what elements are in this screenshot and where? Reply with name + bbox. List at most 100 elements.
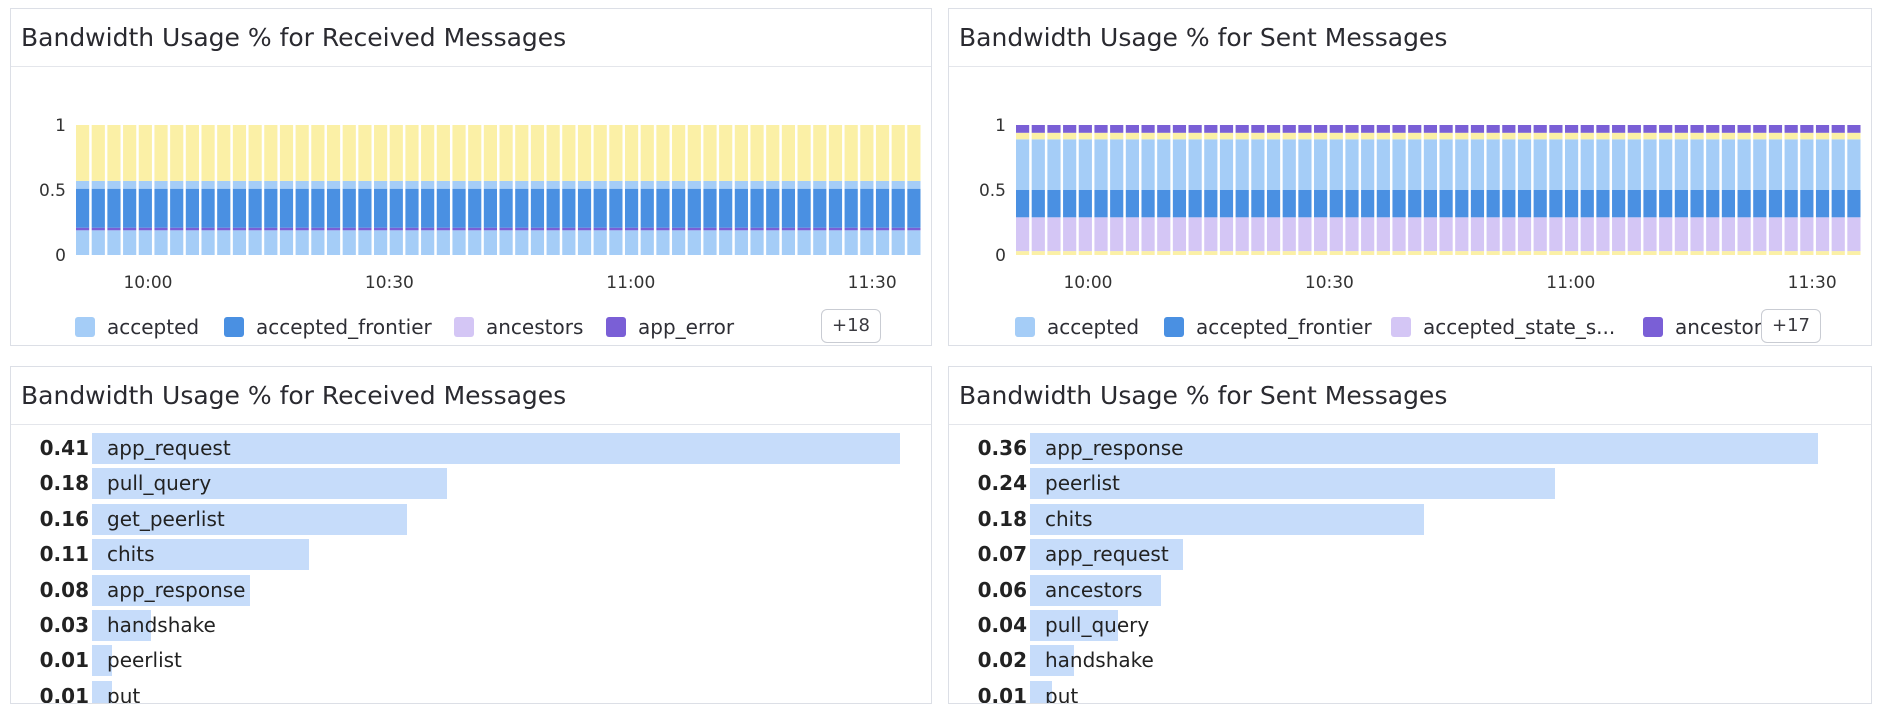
bar-segment (499, 227, 513, 231)
toplist-row[interactable]: 0.41 app_request (11, 431, 931, 466)
bar-segment (154, 180, 168, 189)
toplist-row[interactable]: 0.04 pull_query (949, 608, 1871, 643)
stacked-bar (1016, 125, 1030, 255)
bar-segment (1094, 251, 1108, 255)
stacked-bar (1345, 125, 1359, 255)
legend-item[interactable]: app_error (606, 307, 734, 345)
toplist-row[interactable]: 0.08 app_response (11, 573, 931, 608)
bar-segment (217, 180, 231, 189)
bar-segment (1157, 139, 1171, 190)
bar-segment (703, 188, 717, 228)
panel-sent-toplist: Bandwidth Usage % for Sent Messages 0.36… (948, 366, 1872, 704)
bar-segment (1345, 125, 1359, 133)
stacked-bar (577, 125, 592, 255)
bar-segment (687, 188, 701, 228)
bar-segment (1455, 132, 1469, 140)
toplist-bar (92, 680, 112, 703)
legend-more-button[interactable]: +17 (1761, 309, 1821, 343)
toplist-row[interactable]: 0.16 get_peerlist (11, 502, 931, 537)
bar-segment (1110, 190, 1124, 218)
bar-segment (907, 180, 921, 189)
stacked-bar (1502, 125, 1516, 255)
toplist-row[interactable]: 0.01 put (949, 679, 1871, 703)
stacked-bar (609, 125, 623, 255)
legend-more-button[interactable]: +18 (821, 309, 881, 343)
toplist-row[interactable]: 0.11 chits (11, 537, 931, 572)
bar-segment (185, 230, 199, 255)
bar-segment (1831, 125, 1845, 133)
bar-segment (295, 125, 309, 181)
bar-segment (546, 227, 560, 231)
bar-segment (1502, 217, 1516, 252)
bar-segment (593, 125, 607, 181)
toplist-row[interactable]: 0.01 peerlist (11, 643, 931, 678)
toplist-row[interactable]: 0.18 pull_query (11, 466, 931, 501)
bar-segment (1564, 251, 1579, 255)
bar-segment (1314, 190, 1328, 218)
legend-item[interactable]: accepted_state_s... (1391, 307, 1615, 345)
toplist-row[interactable]: 0.07 app_request (949, 537, 1871, 572)
bar-segment (1596, 190, 1610, 218)
bar-segment (170, 227, 184, 231)
bar-segment (201, 180, 215, 189)
toplist-row[interactable]: 0.36 app_response (949, 431, 1871, 466)
panel-title: Bandwidth Usage % for Received Messages (11, 9, 931, 67)
bar-segment (734, 227, 748, 231)
received-legend: accepted accepted_frontier ancestors app_er… (11, 307, 931, 345)
toplist-row[interactable]: 0.01 put (11, 679, 931, 704)
bar-segment (91, 188, 105, 228)
bar-segment (860, 188, 874, 228)
stacked-bar (1612, 125, 1626, 255)
bar-segment (452, 227, 466, 231)
legend-swatch (224, 317, 244, 337)
bar-segment (1204, 132, 1218, 140)
bar-segment (1094, 190, 1108, 218)
toplist-bar (1030, 574, 1162, 606)
legend-item[interactable]: accepted_frontier (1164, 307, 1372, 345)
bar-segment (1549, 132, 1563, 140)
bar-segment (311, 125, 325, 181)
toplist-row[interactable]: 0.02 handshake (949, 643, 1871, 678)
bar-segment (232, 125, 247, 181)
bar-segment (1204, 251, 1218, 255)
toplist-row[interactable]: 0.06 ancestors (949, 573, 1871, 608)
bar-segment (1266, 125, 1281, 133)
bar-segment (138, 188, 152, 228)
bar-segment (1815, 139, 1830, 190)
bar-segment (1235, 132, 1249, 140)
stacked-bar (515, 125, 529, 255)
bar-segment (1439, 139, 1453, 190)
bar-segment (264, 180, 278, 189)
bar-segment (264, 125, 278, 181)
toplist-label: peerlist (1045, 471, 1120, 496)
received-timeseries-chart: 0 0.5 1 10:00 10:30 11:00 11:30 (39, 116, 921, 293)
bar-segment (1110, 217, 1124, 252)
toplist-row[interactable]: 0.24 peerlist (949, 466, 1871, 501)
stacked-bar (860, 125, 874, 255)
bar-segment (1219, 125, 1234, 133)
toplist-row[interactable]: 0.03 handshake (11, 608, 931, 643)
legend-item[interactable]: ancestor (1643, 307, 1762, 345)
bar-segment (1706, 132, 1720, 140)
legend-item[interactable]: accepted (1015, 307, 1139, 345)
stacked-bar (1219, 125, 1234, 255)
stacked-bar (891, 125, 905, 255)
bar-segment (703, 180, 717, 189)
bar-segment (828, 227, 843, 231)
bar-segment (1188, 139, 1202, 190)
bar-segment (672, 230, 686, 255)
bar-segment (1517, 139, 1532, 190)
bar-segment (1612, 190, 1626, 218)
legend-item[interactable]: ancestors (454, 307, 583, 345)
bar-segment (1204, 217, 1218, 252)
stacked-bar (358, 125, 372, 255)
bar-segment (1298, 217, 1312, 252)
bar-segment (1047, 139, 1061, 190)
legend-item[interactable]: accepted_frontier (224, 307, 432, 345)
toplist-value: 0.01 (39, 683, 89, 704)
bar-segment (91, 180, 105, 189)
bar-segment (1157, 132, 1171, 140)
bar-segment (875, 188, 890, 228)
legend-item[interactable]: accepted (75, 307, 199, 345)
toplist-row[interactable]: 0.18 chits (949, 502, 1871, 537)
